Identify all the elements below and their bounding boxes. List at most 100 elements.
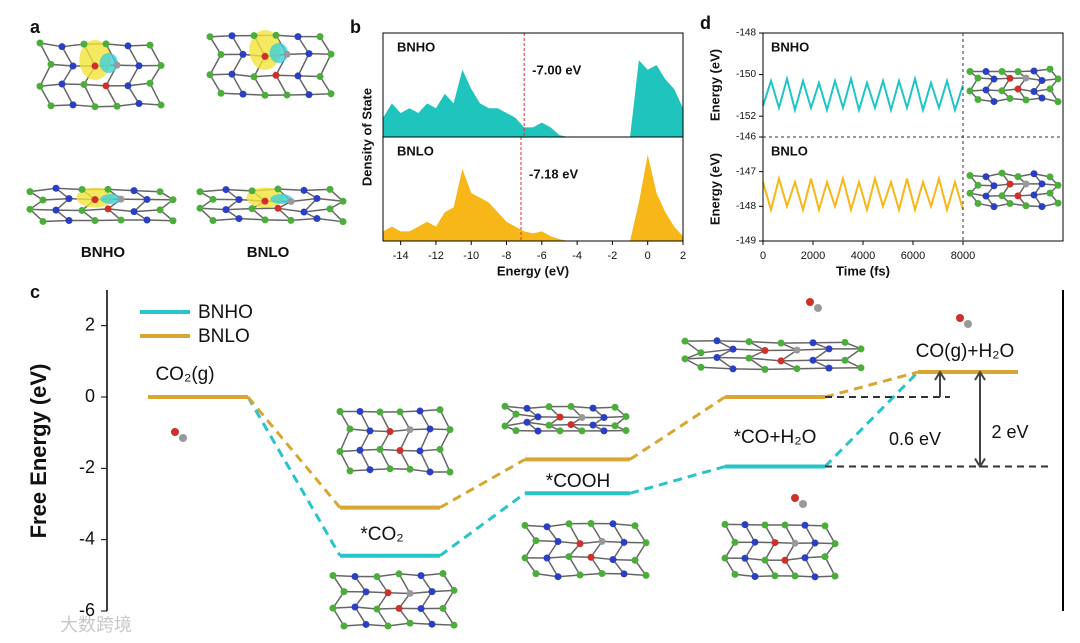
bond [297,75,310,96]
bond [546,555,570,559]
atom [209,195,217,203]
atom [721,520,729,528]
atom [91,217,99,225]
atom [1022,74,1030,82]
atom [1014,68,1022,76]
y-tick-label: -146 [736,132,756,143]
y-tick-label: -148 [736,28,756,39]
atom [781,556,789,564]
bond [399,429,411,451]
atom [761,346,769,354]
atom [1022,202,1030,210]
atom [966,68,974,76]
atom [642,571,650,579]
atom [36,39,44,47]
bond [231,73,244,95]
atom [857,364,865,372]
legend-label: BNHO [198,302,253,323]
energy-line [762,174,964,214]
atom [587,553,595,561]
atom [809,356,817,364]
atom [124,82,132,90]
atom [395,604,403,612]
atom [761,556,769,564]
bond [376,607,400,610]
atom [336,448,344,456]
bond [442,590,455,609]
atom [741,521,749,529]
atom [209,217,217,225]
bond [308,93,332,96]
atom [426,425,434,433]
atom [578,427,586,435]
atom [974,74,982,82]
atom [990,98,998,106]
atom [336,408,344,416]
atom [362,588,370,596]
atom [966,87,974,95]
atom [362,620,370,628]
bond [359,449,371,471]
atom [206,33,214,41]
atom [305,50,313,58]
charge-blob [99,53,118,73]
bond [319,53,332,77]
atom [102,82,110,90]
atom [565,553,573,561]
atom [1046,189,1054,197]
x-tick-label: -12 [428,250,444,262]
atom [179,434,187,442]
bond [316,197,344,203]
atom [545,421,553,429]
atom [287,198,295,206]
atom [65,217,73,225]
series-label: BNHO [397,39,435,54]
atom [156,206,164,214]
structure-label: BNHO [81,244,125,261]
atom [102,40,110,48]
bond [83,83,107,87]
atom [521,554,529,562]
bond [612,558,636,561]
atom [556,413,564,421]
atom [751,573,759,581]
bond [39,83,63,88]
atom [239,50,247,58]
atom [450,621,458,629]
bond [546,523,570,528]
bond [343,623,367,627]
atom [1006,200,1014,208]
atom [196,188,204,196]
atom [799,500,807,508]
bond [748,340,782,344]
atom [801,521,809,529]
bond [700,366,734,370]
connector [629,465,726,495]
x-axis-label: Energy (eV) [497,263,569,278]
atom [741,554,749,562]
bond [590,556,614,561]
atom [261,197,269,205]
atom [376,408,384,416]
atom [117,216,125,224]
atom [316,33,324,41]
atom [982,192,990,200]
connector [824,370,919,399]
atom [384,589,392,597]
bond [570,405,594,409]
atom [964,320,972,328]
atom [631,556,639,564]
atom [250,32,258,40]
bond [339,428,351,452]
atom [169,217,177,225]
atom [146,41,154,49]
energy-annotation: 0.6 eV [889,429,941,449]
atom [523,418,531,426]
atom [446,426,454,434]
connector [439,458,526,509]
atom [91,196,99,204]
atom [990,75,998,83]
bond [105,43,129,47]
bond [264,219,292,222]
bond [303,208,331,213]
